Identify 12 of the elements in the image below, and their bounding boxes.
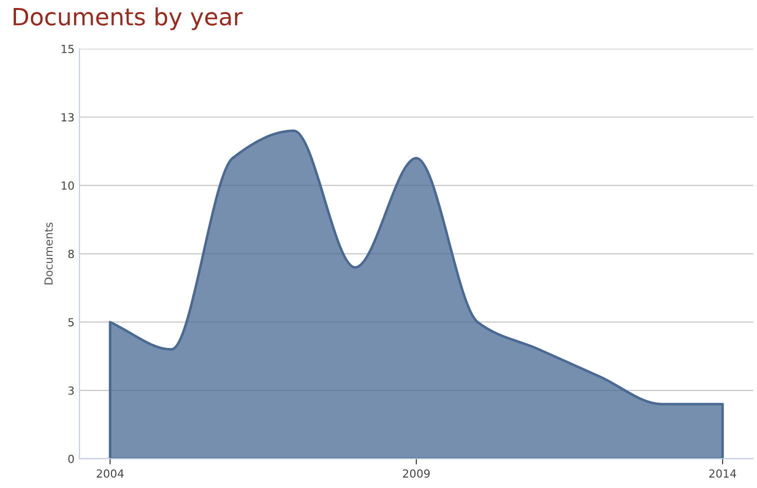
chart-title: Documents by year [14,7,243,30]
y-tick-label: 10 [62,181,74,190]
y-tick-label: 3 [68,386,74,395]
x-tick-label: 2009 [403,469,430,478]
y-tick-label: 0 [68,454,74,464]
y-tick-label: 8 [68,250,74,258]
x-tick-label: 2004 [96,469,124,478]
y-tick-label: 5 [68,318,74,326]
x-tick-label: 2014 [709,469,736,478]
y-tick-label: 13 [62,113,74,122]
y-tick-label: 15 [62,44,74,54]
y-axis-title: Documents [44,222,53,284]
